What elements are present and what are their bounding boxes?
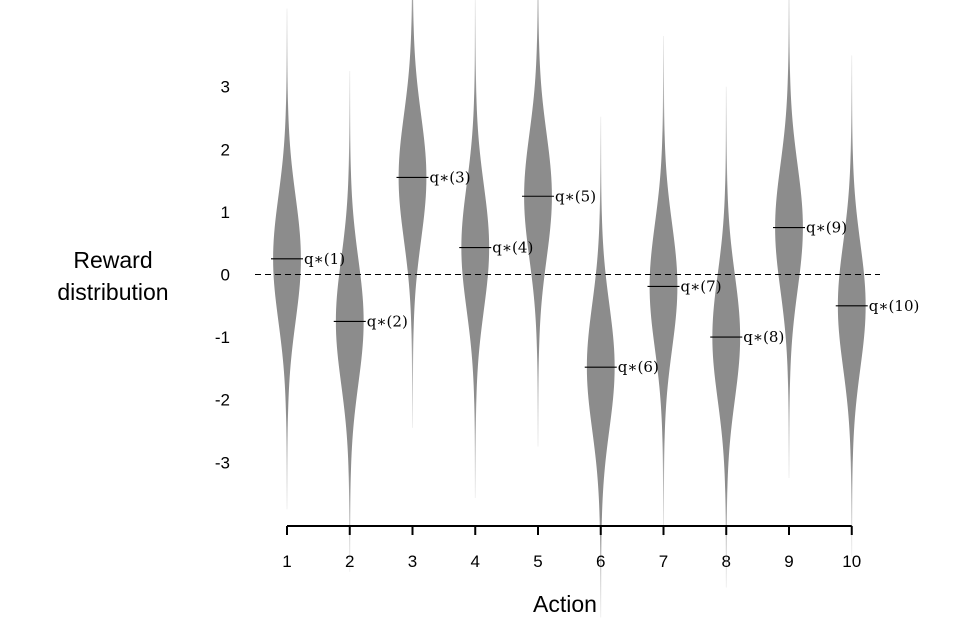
mean-label-action-9: q∗(9)	[806, 219, 847, 237]
y-tick-label: -2	[215, 391, 230, 410]
mean-label-action-6: q∗(6)	[618, 358, 659, 376]
x-tick-label: 1	[282, 552, 291, 571]
x-tick-label: 5	[533, 552, 542, 571]
x-tick-label: 2	[345, 552, 354, 571]
x-tick-label: 4	[471, 552, 480, 571]
mean-label-action-2: q∗(2)	[367, 312, 408, 330]
violin-action-4	[461, 0, 490, 498]
mean-label-action-4: q∗(4)	[492, 239, 533, 257]
y-tick-label-group: 3 2 1 0 -1 -2 -3	[215, 78, 230, 473]
mean-label-action-7: q∗(7)	[681, 277, 722, 295]
mean-label-action-8: q∗(8)	[743, 328, 784, 346]
x-axis: 1 2 3 4 5 6 7 8 9 10	[282, 525, 861, 571]
x-axis-title: Action	[533, 591, 597, 617]
mean-label-action-10: q∗(10)	[869, 297, 920, 315]
mean-label-action-1: q∗(1)	[304, 250, 345, 268]
mean-marker-group: q∗(1) q∗(2) q∗(3) q∗(4) q∗(5) q∗(6) q∗(7) q∗(8)…	[271, 168, 919, 376]
mean-label-action-5: q∗(5)	[555, 187, 596, 205]
x-tick-label: 8	[722, 552, 731, 571]
y-tick-label: 0	[221, 266, 230, 285]
y-axis-title-line-1: Reward	[73, 247, 152, 273]
x-tick-label: 6	[596, 552, 605, 571]
x-tick-label: 3	[408, 552, 417, 571]
y-tick-label: 1	[221, 203, 230, 222]
violin-action-5	[524, 0, 552, 447]
x-tick-label: 9	[784, 552, 793, 571]
violin-group	[273, 0, 866, 618]
mean-label-action-3: q∗(3)	[430, 168, 471, 186]
y-tick-label: -3	[215, 453, 230, 472]
y-tick-label: -1	[215, 328, 230, 347]
violin-action-3	[398, 0, 427, 428]
y-axis-title-line-2: distribution	[57, 279, 168, 305]
y-tick-label: 2	[221, 140, 230, 159]
y-tick-label: 3	[221, 78, 230, 97]
x-tick-label: 10	[842, 552, 861, 571]
violin-action-9	[775, 0, 803, 478]
x-tick-label: 7	[659, 552, 668, 571]
